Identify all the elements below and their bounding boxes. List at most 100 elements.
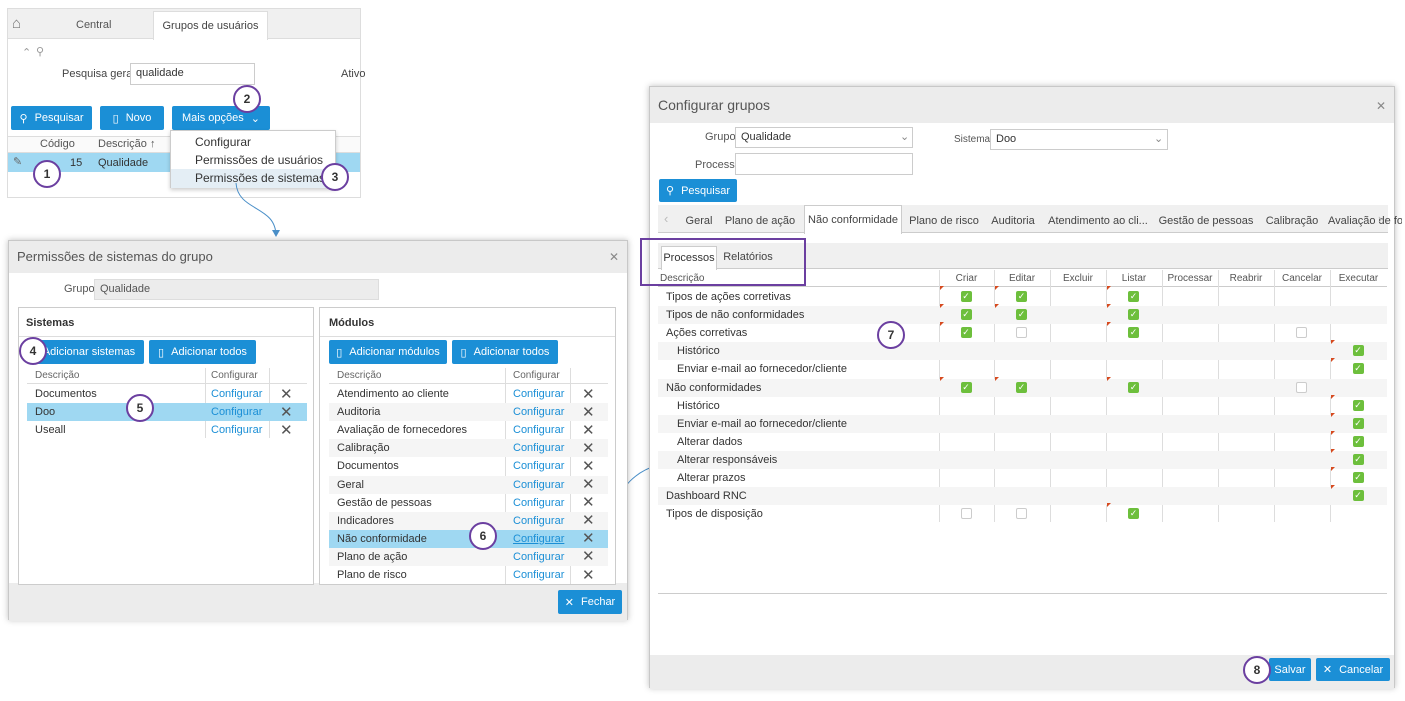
remove-icon[interactable]: ✕	[582, 385, 595, 403]
tab-module[interactable]: Atendimento ao cli...	[1048, 215, 1148, 227]
col-header[interactable]: Editar	[1008, 273, 1036, 284]
remove-icon[interactable]: ✕	[582, 403, 595, 421]
permission-checkbox[interactable]: ✓	[1352, 490, 1364, 502]
table-row[interactable]: Histórico ✓	[658, 394, 1387, 415]
list-item[interactable]: Gestão de pessoas Configurar ✕	[329, 494, 608, 512]
remove-icon[interactable]: ✕	[280, 421, 293, 439]
col-header[interactable]: Criar	[955, 273, 978, 284]
permission-checkbox[interactable]: ✓	[1352, 435, 1364, 447]
tab-central[interactable]: Central	[76, 19, 112, 31]
table-row[interactable]: Ações corretivas ✓ ✓	[658, 322, 1387, 342]
configure-link[interactable]: Configurar	[513, 514, 565, 527]
table-row[interactable]: Alterar responsáveis ✓	[658, 448, 1387, 469]
add-systems-button[interactable]: Adicionar sistemas	[34, 340, 144, 364]
group-field[interactable]: Qualidade	[94, 279, 379, 300]
permission-checkbox[interactable]: ✓	[1352, 417, 1364, 429]
tab-module[interactable]: Auditoria	[991, 215, 1035, 227]
permission-checkbox[interactable]: ✓	[1016, 291, 1027, 302]
table-row[interactable]: Tipos de não conformidades ✓ ✓ ✓	[658, 304, 1387, 325]
list-item[interactable]: Auditoria Configurar ✕	[329, 403, 608, 422]
col-header[interactable]: Executar	[1338, 273, 1379, 284]
permission-checkbox[interactable]: ✓	[1128, 327, 1139, 339]
col-header[interactable]: Reabrir	[1229, 273, 1263, 284]
table-row[interactable]: Tipos de ações corretivas ✓ ✓ ✓	[658, 286, 1387, 306]
configure-link[interactable]: Configurar	[513, 424, 565, 437]
col-header[interactable]: Processar	[1167, 273, 1213, 284]
chevron-down-icon[interactable]: ⌄	[1154, 133, 1164, 145]
new-button[interactable]: ▯ Novo	[100, 106, 164, 130]
permission-checkbox[interactable]: ✓	[1128, 508, 1139, 520]
col-header[interactable]: Cancelar	[1281, 273, 1323, 284]
permission-checkbox[interactable]: ✓	[1352, 345, 1364, 357]
remove-icon[interactable]: ✕	[582, 439, 595, 457]
tab-module[interactable]: Plano de ação	[724, 215, 796, 227]
list-item[interactable]: Indicadores Configurar ✕	[329, 511, 608, 530]
configure-link[interactable]: Configurar	[513, 406, 565, 419]
remove-icon[interactable]: ✕	[582, 530, 595, 548]
tab-grupos[interactable]: Grupos de usuários	[153, 11, 268, 40]
col-desc[interactable]: Descrição ↑	[98, 138, 156, 150]
chevron-left-icon[interactable]: ‹	[664, 211, 669, 226]
cfg-search-button[interactable]: ⚲ Pesquisar	[659, 179, 737, 202]
configure-link[interactable]: Configurar	[513, 496, 565, 509]
remove-icon[interactable]: ✕	[582, 457, 595, 475]
tab-module[interactable]: Geral	[685, 215, 713, 227]
configure-link[interactable]: Configurar	[211, 424, 263, 436]
list-item[interactable]: Useall Configurar ✕	[27, 421, 307, 439]
more-options-button[interactable]: Mais opções ⌄	[172, 106, 270, 130]
cfg-process-input[interactable]	[735, 153, 913, 175]
close-icon[interactable]: ✕	[1375, 99, 1386, 113]
list-item[interactable]: Plano de ação Configurar ✕	[329, 547, 608, 566]
permission-checkbox[interactable]: ✓	[960, 381, 972, 393]
list-item[interactable]: Geral Configurar ✕	[329, 475, 608, 494]
search-small-icon[interactable]: ⚲	[36, 46, 45, 58]
remove-icon[interactable]: ✕	[582, 548, 595, 566]
configure-link[interactable]: Configurar	[211, 406, 263, 418]
save-button[interactable]: Salvar	[1269, 658, 1311, 681]
edit-icon[interactable]: ✎	[13, 156, 23, 168]
cfg-system-select[interactable]: Doo	[990, 129, 1168, 150]
table-row[interactable]: Histórico ✓	[658, 340, 1387, 361]
close-icon[interactable]: ✕	[608, 250, 619, 264]
configure-link[interactable]: Configurar	[513, 532, 565, 545]
remove-icon[interactable]: ✕	[582, 494, 595, 512]
configure-link[interactable]: Configurar	[513, 442, 565, 455]
permission-checkbox[interactable]: ✓	[1352, 363, 1364, 375]
table-row[interactable]: Não conformidades ✓ ✓ ✓	[658, 376, 1387, 397]
configure-link[interactable]: Configurar	[513, 388, 565, 400]
menu-item-permissoes-usuarios[interactable]: Permissões de usuários	[195, 153, 324, 167]
collapse-icon[interactable]: ⌃	[22, 47, 32, 59]
permission-checkbox[interactable]	[1296, 327, 1307, 339]
list-item[interactable]: Documentos Configurar ✕	[27, 385, 307, 403]
permission-checkbox[interactable]: ✓	[1016, 309, 1027, 321]
configure-link[interactable]: Configurar	[513, 478, 565, 491]
configure-link[interactable]: Configurar	[211, 388, 263, 400]
permission-checkbox[interactable]: ✓	[1128, 291, 1139, 302]
permission-checkbox[interactable]: ✓	[960, 291, 972, 302]
tab-module[interactable]: Avaliação de fo	[1328, 215, 1402, 227]
add-all-systems-button[interactable]: ▯ Adicionar todos	[149, 340, 256, 364]
home-icon[interactable]: ⌂	[12, 15, 22, 32]
chevron-right-icon[interactable]: ›	[1378, 211, 1383, 226]
cfg-group-select[interactable]: Qualidade	[735, 127, 913, 148]
remove-icon[interactable]: ✕	[582, 512, 595, 530]
list-item[interactable]: Plano de risco Configurar ✕	[329, 566, 608, 584]
cancel-button[interactable]: ✕ Cancelar	[1316, 658, 1390, 681]
table-row[interactable]: Alterar dados ✓	[658, 430, 1387, 451]
col-header[interactable]: Listar	[1121, 273, 1147, 284]
table-row[interactable]: Tipos de disposição ✓	[658, 503, 1387, 523]
permission-checkbox[interactable]	[1016, 508, 1027, 520]
permission-checkbox[interactable]	[960, 508, 972, 520]
permission-checkbox[interactable]: ✓	[960, 309, 972, 321]
list-item[interactable]: Calibração Configurar ✕	[329, 439, 608, 458]
permission-checkbox[interactable]: ✓	[1128, 309, 1139, 321]
close-button[interactable]: ✕ Fechar	[558, 590, 622, 614]
tab-module[interactable]: Não conformidade	[804, 205, 902, 234]
permission-checkbox[interactable]: ✓	[1352, 472, 1364, 483]
permission-checkbox[interactable]: ✓	[1352, 399, 1364, 411]
remove-icon[interactable]: ✕	[582, 421, 595, 439]
remove-icon[interactable]: ✕	[582, 476, 595, 493]
table-row[interactable]: Dashboard RNC ✓	[658, 485, 1387, 506]
table-row[interactable]: Alterar prazos ✓	[658, 467, 1387, 487]
add-all-modules-button[interactable]: ▯ Adicionar todos	[452, 340, 558, 364]
